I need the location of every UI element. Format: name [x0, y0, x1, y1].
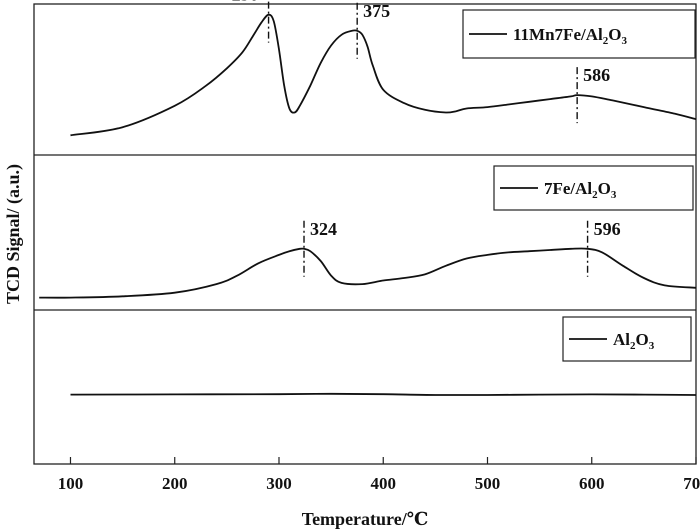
- legend-label: 11Mn7Fe/Al2O3: [513, 25, 627, 47]
- series-line-3: [70, 392, 697, 396]
- peak-label: 324: [310, 219, 337, 239]
- series-curves: [39, 13, 697, 396]
- x-tick-label: 500: [475, 474, 501, 493]
- legend-label: Al2O3: [613, 330, 655, 352]
- x-tick-label: 300: [266, 474, 292, 493]
- x-tick-label: 200: [162, 474, 188, 493]
- peak-markers: 290 375 586 324 596: [232, 0, 621, 277]
- plot-frame: [33, 3, 697, 465]
- x-tick-label: 100: [58, 474, 84, 493]
- legend-label: 7Fe/Al2O3: [544, 179, 617, 201]
- y-axis-title: TCD Signal/ (a.u.): [3, 164, 24, 304]
- x-tick-label: 600: [579, 474, 605, 493]
- legend-box: [493, 165, 694, 211]
- series-line-1: [70, 13, 697, 137]
- peak-label: 586: [583, 65, 610, 85]
- x-tick-label: 700: [683, 474, 700, 493]
- peak-label: 375: [363, 1, 390, 21]
- x-axis-ticks: 100 200 300 400 500 600 700: [58, 457, 700, 493]
- x-axis-title: Temperature/℃: [302, 509, 429, 529]
- peak-label: 290: [232, 0, 259, 5]
- x-tick-label: 400: [370, 474, 396, 493]
- legends: 11Mn7Fe/Al2O3 7Fe/Al2O3 Al2O3: [462, 9, 696, 362]
- peak-label: 596: [594, 219, 621, 239]
- series-line-2: [39, 247, 697, 299]
